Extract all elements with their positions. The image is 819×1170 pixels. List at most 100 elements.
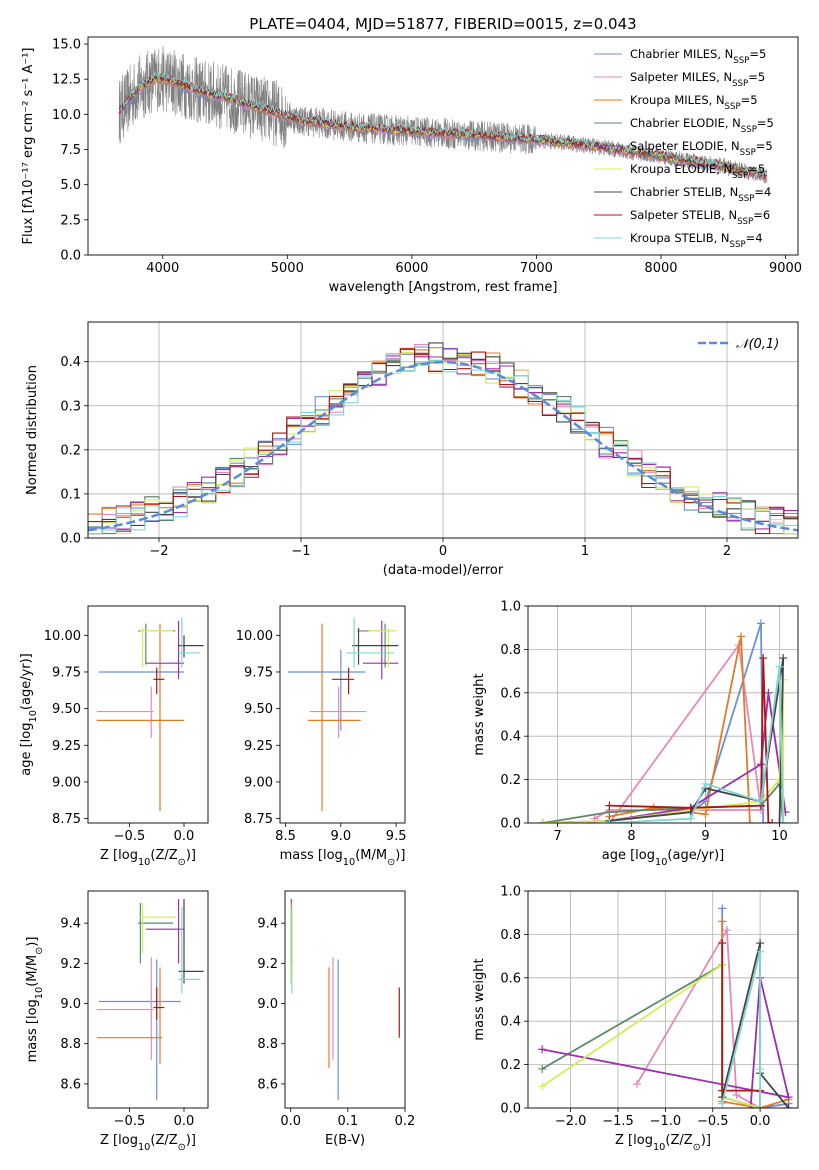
y-tick-label: 0.2 <box>500 773 521 788</box>
y-axis-label: age [log10(age/yr)] <box>19 653 39 776</box>
x-axis-label: wavelength [Angstrom, rest frame] <box>329 280 558 295</box>
y-tick-label: 10.00 <box>236 629 273 644</box>
x-tick-label: 8 <box>627 829 635 844</box>
weight-marker-chabrier_stelib <box>779 654 788 663</box>
weight-marker-kroupa_stelib <box>775 662 784 671</box>
x-tick-label: 2 <box>723 544 731 559</box>
y-tick-label: 15.0 <box>52 38 81 53</box>
weight-marker-salpeter_miles <box>632 1080 641 1089</box>
y-tick-label: 5.0 <box>60 178 81 193</box>
y-tick-label: 0.6 <box>500 686 521 701</box>
y-tick-label: 0.0 <box>60 249 81 264</box>
x-tick-label: 8.5 <box>275 829 296 844</box>
weight-marker-kroupa_stelib <box>718 1099 727 1108</box>
plot-area <box>88 342 798 535</box>
weight-marker-chabrier_miles <box>759 819 768 823</box>
y-axis-label: mass weight <box>472 958 487 1040</box>
y-tick-label: 0.4 <box>60 355 81 370</box>
x-tick-label: −1.5 <box>602 1114 634 1129</box>
weight-marker-kroupa_stelib <box>605 819 614 823</box>
weight-marker-salpeter_stelib <box>686 803 695 812</box>
y-tick-label: 0.0 <box>60 532 81 547</box>
x-tick-label: 0.1 <box>338 1114 359 1129</box>
weight-marker-chabrier_stelib <box>775 819 784 823</box>
y-tick-label: 9.4 <box>257 917 278 932</box>
age-mass-panel: 8.5 9.0 9.5 8.75 9.00 9.25 9.50 9.75 10.00 mass [… <box>236 605 406 868</box>
weight-marker-salpeter_elodie <box>764 688 773 697</box>
x-tick-label: 10 <box>771 829 788 844</box>
weight-marker-kroupa_stelib <box>756 1104 765 1108</box>
axes-frame <box>284 890 406 1109</box>
weight-marker-salpeter_elodie <box>784 1093 793 1102</box>
x-tick-label: 1 <box>581 544 589 559</box>
weight-marker-kroupa_stelib <box>756 1064 765 1073</box>
weight-marker-chabrier_stelib <box>756 939 765 948</box>
y-tick-label: 9.2 <box>257 957 278 972</box>
y-tick-label: 8.75 <box>52 812 81 827</box>
legend-label-chabrier_miles: Chabrier MILES, NSSP=5 <box>630 47 766 66</box>
plot-area <box>96 899 204 1100</box>
weight-line-salpeter_stelib <box>609 658 773 823</box>
x-tick-label: 9000 <box>769 261 802 276</box>
y-tick-label: 8.8 <box>60 1037 81 1052</box>
y-axis-label: Flux [fλ10⁻¹⁷ erg cm⁻² s⁻¹ A⁻¹] <box>21 48 36 245</box>
x-tick-label: 6000 <box>395 261 428 276</box>
weight-marker-chabrier_miles <box>757 619 766 628</box>
x-tick-label: 7000 <box>520 261 553 276</box>
x-tick-label: −2.0 <box>555 1114 587 1129</box>
x-axis-label: (data-model)/error <box>383 563 504 578</box>
x-axis-label: E(B-V) <box>325 1133 365 1148</box>
y-tick-label: 8.6 <box>60 1077 81 1092</box>
y-tick-label: 0.2 <box>60 443 81 458</box>
legend-label-normal: 𝒩(0,1) <box>736 337 779 352</box>
y-axis-label: Normed distribution <box>25 365 40 495</box>
weight-marker-kroupa_stelib <box>756 947 765 956</box>
massweight-metallicity-panel: −2.0 −1.5 −1.0 −0.5 0.0 0.0 0.2 0.4 0.6 0.8 1.0 Z [… <box>472 885 799 1153</box>
weight-line-kroupa_elodie <box>541 963 761 1108</box>
y-tick-label: 0.0 <box>500 1102 521 1117</box>
y-tick-label: 0.4 <box>500 1015 521 1030</box>
y-tick-label: 10.00 <box>44 629 81 644</box>
weight-marker-kroupa_miles <box>737 632 746 641</box>
legend-label-kroupa_elodie: Kroupa ELODIE, NSSP=5 <box>630 162 765 181</box>
x-tick-label: −0.5 <box>697 1114 729 1129</box>
x-tick-label: 0.0 <box>750 1114 771 1129</box>
y-tick-label: 9.50 <box>52 702 81 717</box>
model-spectrum-chabrier_stelib <box>118 73 767 177</box>
legend-label-chabrier_stelib: Chabrier STELIB, NSSP=4 <box>630 185 771 204</box>
y-tick-label: 1.0 <box>500 885 521 900</box>
y-tick-label: 10.0 <box>52 108 81 123</box>
plot-area <box>290 899 400 1100</box>
plot-area <box>538 904 793 1108</box>
x-tick-label: 0.0 <box>174 829 195 844</box>
y-tick-label: 0.8 <box>500 643 521 658</box>
x-tick-label: −0.5 <box>114 829 146 844</box>
axes-frame <box>527 605 799 824</box>
axes-frame <box>527 890 799 1109</box>
x-tick-label: 0 <box>439 544 447 559</box>
plot-area <box>96 617 204 812</box>
weight-marker-kroupa_miles <box>745 819 754 823</box>
weight-marker-kroupa_stelib <box>757 797 766 806</box>
weight-line-chabrier_stelib <box>609 657 785 823</box>
x-tick-label: 5000 <box>271 261 304 276</box>
weight-marker-salpeter_stelib <box>759 654 768 663</box>
x-tick-label: 4000 <box>146 261 179 276</box>
weight-marker-kroupa_miles <box>718 917 727 926</box>
x-tick-label: 8000 <box>644 261 677 276</box>
x-tick-label: −1.0 <box>650 1114 682 1129</box>
legend-label-kroupa_stelib: Kroupa STELIB, NSSP=4 <box>630 231 763 250</box>
weight-line-salpeter_elodie <box>542 977 790 1108</box>
massweight-age-panel: 7 8 9 10 0.0 0.2 0.4 0.6 0.8 1.0 age [log10(age/yr… <box>472 600 799 868</box>
x-axis-label: Z [log10(Z/Z⊙)] <box>100 848 196 868</box>
y-tick-label: 2.5 <box>60 213 81 228</box>
legend-label-salpeter_stelib: Salpeter STELIB, NSSP=6 <box>630 208 770 227</box>
spectrum-panel: 4000 5000 6000 7000 8000 9000 0.0 2.5 5.0 7.5 10.0… <box>21 36 802 295</box>
weight-marker-salpeter_stelib <box>605 801 614 810</box>
weight-line-kroupa_elodie <box>542 679 785 823</box>
y-tick-label: 9.00 <box>52 775 81 790</box>
weight-marker-chabrier_elodie <box>538 1064 547 1073</box>
weight-marker-salpeter_miles <box>722 926 731 935</box>
weight-marker-salpeter_miles <box>732 1090 741 1099</box>
